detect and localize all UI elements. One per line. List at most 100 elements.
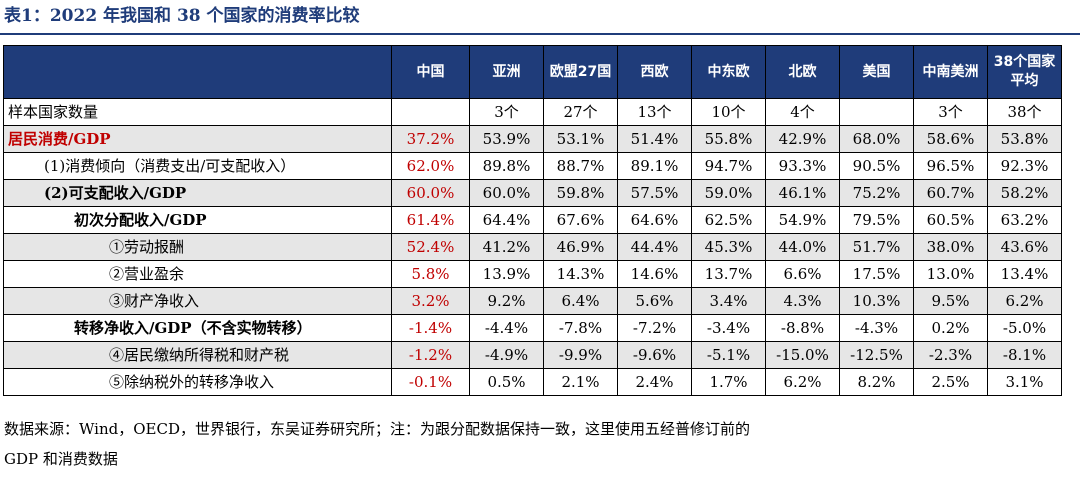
table-cell: 6.6% xyxy=(765,260,840,288)
table-cell: 3.2% xyxy=(391,287,470,315)
col-header: 北欧 xyxy=(765,45,840,99)
row-label: ④居民缴纳所得税和财产税 xyxy=(3,341,392,369)
table-cell: 94.7% xyxy=(691,152,766,180)
row-label: ②营业盈余 xyxy=(3,260,392,288)
table-cell: 93.3% xyxy=(765,152,840,180)
table-row: 初次分配收入/GDP 61.4% 64.4% 67.6% 64.6% 62.5% 54.9%… xyxy=(3,206,1062,234)
source-note-line1: 数据来源：Wind，OECD，世界银行，东吴证券研究所；注：为跟分配数据保持一致… xyxy=(4,420,750,438)
table-cell: -7.8% xyxy=(543,314,618,342)
row-label: 居民消费/GDP xyxy=(3,125,392,153)
table-cell: 63.2% xyxy=(987,206,1062,234)
table-cell: -1.2% xyxy=(391,341,470,369)
table-cell: 3.4% xyxy=(691,287,766,315)
table-cell: 51.7% xyxy=(839,233,914,261)
table-cell: 4个 xyxy=(765,98,840,126)
table-cell: 75.2% xyxy=(839,179,914,207)
row-label: 样本国家数量 xyxy=(3,98,392,126)
table-cell: 43.6% xyxy=(987,233,1062,261)
source-note: 数据来源：Wind，OECD，世界银行，东吴证券研究所；注：为跟分配数据保持一致… xyxy=(4,414,1074,474)
table-cell: 52.4% xyxy=(391,233,470,261)
table-cell: 0.5% xyxy=(469,368,544,396)
table-cell: 60.0% xyxy=(469,179,544,207)
table-cell: 3.1% xyxy=(987,368,1062,396)
table-cell: -4.3% xyxy=(839,314,914,342)
table-body: 样本国家数量 3个 27个 13个 10个 4个 3个 38个 居民消费/GDP 37.2% 53.… xyxy=(3,98,1062,396)
row-label: (1)消费倾向（消费支出/可支配收入） xyxy=(3,152,392,180)
table-cell: 88.7% xyxy=(543,152,618,180)
col-header: 西欧 xyxy=(617,45,692,99)
table-cell: -4.9% xyxy=(469,341,544,369)
table-cell: 45.3% xyxy=(691,233,766,261)
col-header: 亚洲 xyxy=(469,45,544,99)
table-cell: 61.4% xyxy=(391,206,470,234)
table-cell: 68.0% xyxy=(839,125,914,153)
table-cell: 0.2% xyxy=(913,314,988,342)
table-cell: 59.0% xyxy=(691,179,766,207)
table-cell: 38个 xyxy=(987,98,1062,126)
table-cell: 5.8% xyxy=(391,260,470,288)
table-cell: 62.5% xyxy=(691,206,766,234)
table-cell: 14.6% xyxy=(617,260,692,288)
table-cell: 27个 xyxy=(543,98,618,126)
table-cell: 46.9% xyxy=(543,233,618,261)
table-cell: 44.4% xyxy=(617,233,692,261)
table-cell: 89.1% xyxy=(617,152,692,180)
table-row: ①劳动报酬 52.4% 41.2% 46.9% 44.4% 45.3% 44.0% 51.7%… xyxy=(3,233,1062,261)
title-rule xyxy=(0,33,1080,35)
table-cell: -8.1% xyxy=(987,341,1062,369)
table-cell: -2.3% xyxy=(913,341,988,369)
table-cell: 90.5% xyxy=(839,152,914,180)
table-row: ⑤除纳税外的转移净收入 -0.1% 0.5% 2.1% 2.4% 1.7% 6.2% 8.2%… xyxy=(3,368,1062,396)
table-cell: 41.2% xyxy=(469,233,544,261)
table-cell: 37.2% xyxy=(391,125,470,153)
table-cell: 10个 xyxy=(691,98,766,126)
table-row: 样本国家数量 3个 27个 13个 10个 4个 3个 38个 xyxy=(3,98,1062,126)
table-cell: -3.4% xyxy=(691,314,766,342)
table-cell xyxy=(839,98,914,126)
table-cell: 60.5% xyxy=(913,206,988,234)
table-cell: 13.7% xyxy=(691,260,766,288)
table-cell: -7.2% xyxy=(617,314,692,342)
table-cell: 1.7% xyxy=(691,368,766,396)
table-cell: 13.9% xyxy=(469,260,544,288)
table-cell: -12.5% xyxy=(839,341,914,369)
table-cell: -15.0% xyxy=(765,341,840,369)
table-cell: -1.4% xyxy=(391,314,470,342)
col-header: 中东欧 xyxy=(691,45,766,99)
table-cell: 3个 xyxy=(469,98,544,126)
table-cell xyxy=(391,98,470,126)
table-cell: 17.5% xyxy=(839,260,914,288)
table-cell: 6.2% xyxy=(987,287,1062,315)
table-cell: -4.4% xyxy=(469,314,544,342)
table-row: 转移净收入/GDP（不含实物转移） -1.4% -4.4% -7.8% -7.2% -3.… xyxy=(3,314,1062,342)
header-row: 中国 亚洲 欧盟27国 西欧 中东欧 北欧 美国 中南美洲 38个国家平均 xyxy=(3,45,1062,99)
table-cell: 79.5% xyxy=(839,206,914,234)
table-cell: 42.9% xyxy=(765,125,840,153)
table-cell: 10.3% xyxy=(839,287,914,315)
source-note-line2: GDP 和消费数据 xyxy=(4,450,118,468)
row-label: 转移净收入/GDP（不含实物转移） xyxy=(3,314,392,342)
col-header: 欧盟27国 xyxy=(543,45,618,99)
table-cell: 4.3% xyxy=(765,287,840,315)
table-cell: 59.8% xyxy=(543,179,618,207)
col-header: 中国 xyxy=(391,45,470,99)
table-cell: 58.6% xyxy=(913,125,988,153)
table-cell: 14.3% xyxy=(543,260,618,288)
table-cell: 62.0% xyxy=(391,152,470,180)
table-row: ④居民缴纳所得税和财产税 -1.2% -4.9% -9.9% -9.6% -5.1% -15… xyxy=(3,341,1062,369)
table-row: (1)消费倾向（消费支出/可支配收入） 62.0% 89.8% 88.7% 89.1% 9… xyxy=(3,152,1062,180)
table-row: (2)可支配收入/GDP 60.0% 60.0% 59.8% 57.5% 59.0% 46.… xyxy=(3,179,1062,207)
table-cell: 53.9% xyxy=(469,125,544,153)
table-cell: 67.6% xyxy=(543,206,618,234)
table-title: 表1：2022 年我国和 38 个国家的消费率比较 xyxy=(4,6,360,26)
col-header: 美国 xyxy=(839,45,914,99)
table-cell: 5.6% xyxy=(617,287,692,315)
table-cell: 9.2% xyxy=(469,287,544,315)
table-cell: 2.5% xyxy=(913,368,988,396)
table-cell: 92.3% xyxy=(987,152,1062,180)
table-cell: 60.7% xyxy=(913,179,988,207)
table-cell: -9.6% xyxy=(617,341,692,369)
table-cell: -0.1% xyxy=(391,368,470,396)
consumption-rate-table: 中国 亚洲 欧盟27国 西欧 中东欧 北欧 美国 中南美洲 38个国家平均 样本… xyxy=(3,45,1062,396)
table-cell: 53.1% xyxy=(543,125,618,153)
